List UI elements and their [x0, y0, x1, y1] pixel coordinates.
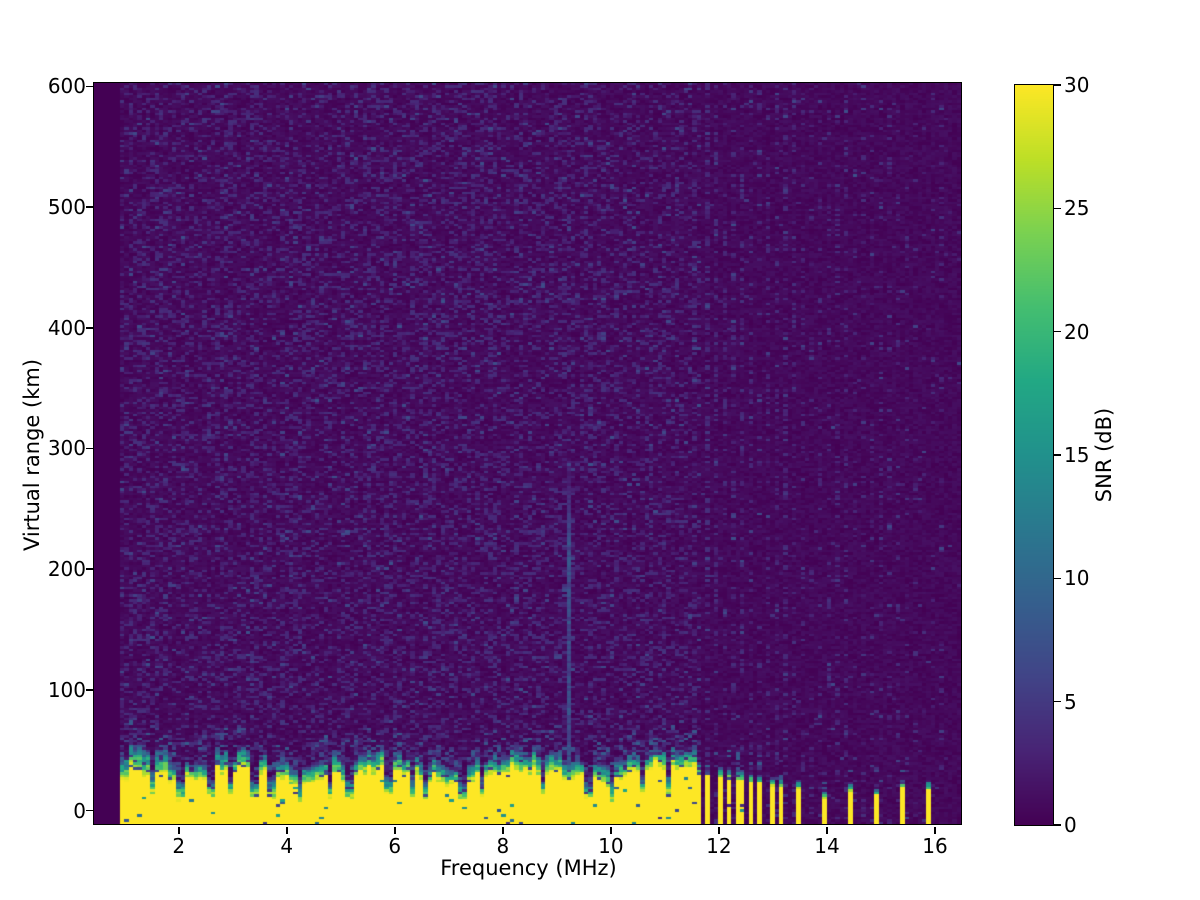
- colorbar-tick-label: 25: [1064, 196, 1090, 221]
- colorbar-tick-label: 10: [1064, 566, 1090, 591]
- x-axis-label: Frequency (MHz): [440, 856, 617, 880]
- x-tick-label: 16: [922, 834, 948, 858]
- x-tick-mark: [826, 826, 828, 834]
- y-tick-mark: [86, 689, 94, 691]
- y-axis-label: Virtual range (km): [20, 358, 44, 552]
- colorbar-tick-mark: [1054, 577, 1062, 580]
- ionogram-heatmap: [94, 83, 962, 825]
- x-tick-label: 12: [706, 834, 732, 858]
- axes-frame: [93, 82, 963, 826]
- colorbar-tick-mark: [1054, 824, 1062, 826]
- x-tick-mark: [177, 826, 180, 834]
- x-tick-label: 2: [172, 834, 186, 858]
- colorbar-tick-label: 5: [1064, 689, 1077, 714]
- colorbar-tick-mark: [1054, 700, 1062, 703]
- y-tick-mark: [86, 568, 94, 570]
- x-tick-mark: [285, 826, 288, 834]
- y-tick-mark: [86, 206, 94, 208]
- y-tick-label: 0: [73, 798, 86, 823]
- y-tick-label: 200: [47, 557, 86, 582]
- colorbar-tick-label: 0: [1064, 813, 1077, 837]
- colorbar-tick-mark: [1054, 330, 1062, 333]
- x-tick-mark: [718, 826, 720, 834]
- colorbar-label: SNR (dB): [1092, 407, 1116, 503]
- x-tick-label: 4: [280, 834, 294, 858]
- x-tick-mark: [610, 826, 612, 834]
- y-tick-label: 300: [47, 436, 86, 461]
- y-tick-label: 600: [47, 74, 86, 99]
- y-tick-mark: [86, 85, 94, 88]
- x-tick-label: 14: [814, 834, 840, 858]
- x-tick-mark: [394, 826, 396, 834]
- x-tick-mark: [502, 826, 504, 834]
- y-tick-mark: [86, 809, 94, 812]
- colorbar-tick-label: 30: [1064, 73, 1090, 97]
- x-tick-label: 6: [388, 834, 402, 858]
- y-tick-label: 400: [47, 315, 86, 340]
- x-tick-label: 10: [598, 834, 624, 858]
- colorbar-gradient: [1014, 84, 1053, 825]
- y-tick-label: 500: [47, 195, 86, 220]
- x-tick-mark: [934, 826, 936, 834]
- colorbar-frame: [1013, 83, 1054, 826]
- y-tick-mark: [86, 447, 94, 450]
- colorbar-tick-label: 15: [1064, 443, 1090, 467]
- colorbar-tick-label: 20: [1064, 319, 1090, 344]
- x-tick-label: 8: [496, 834, 510, 858]
- colorbar-tick-mark: [1054, 207, 1062, 210]
- colorbar-tick-mark: [1054, 454, 1062, 456]
- y-tick-label: 100: [47, 677, 86, 702]
- y-tick-mark: [86, 326, 94, 329]
- colorbar-tick-mark: [1054, 84, 1062, 86]
